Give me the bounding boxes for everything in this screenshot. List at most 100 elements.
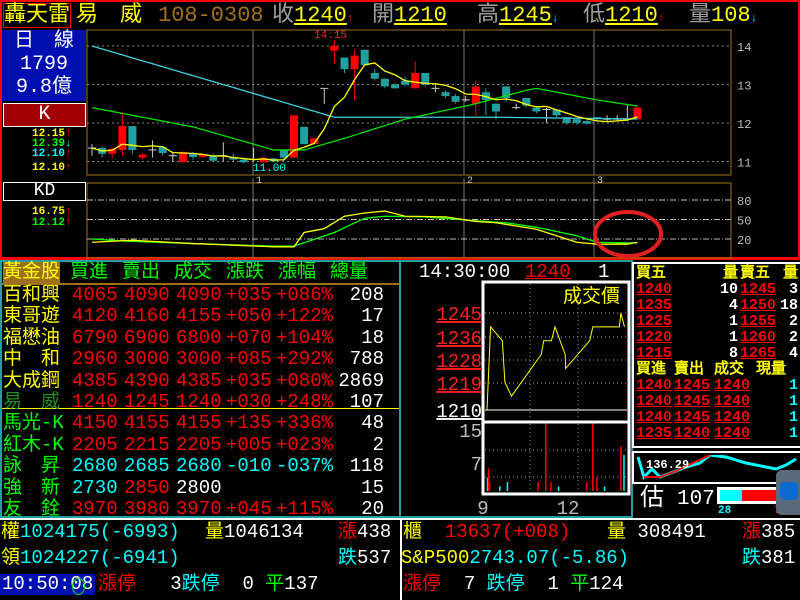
cell-last: 2800 [176, 476, 222, 499]
price-axis-label: 1236 [436, 328, 482, 350]
table-row[interactable]: 易 威 1240 1245 1240 +030 +248% 107 [0, 392, 400, 413]
mini-index-chart[interactable]: 136.29 [632, 451, 800, 484]
cell-chg: +030 [226, 391, 272, 413]
cell-ask: 6900 [124, 326, 170, 349]
clock: 10:50:08 [0, 573, 96, 595]
watchlist-panel [0, 260, 401, 518]
low-quote: 低1210↑ [583, 3, 665, 28]
candle-body [189, 153, 197, 157]
table-row[interactable]: 馬光-K 4150 4155 4155 +135 +336% 48 [0, 413, 400, 434]
remote-tool-icon[interactable] [776, 470, 800, 515]
trade-cell: 1245 [674, 393, 711, 410]
orderbook-header: 量 [782, 265, 798, 282]
column-header[interactable]: 買進 [70, 261, 109, 283]
table-row[interactable]: 詠 昇 2680 2685 2680 -010 -037% 118 [0, 456, 400, 477]
candle-body [360, 49, 369, 66]
cell-bid: 2730 [72, 476, 118, 499]
trade-cell: 1240 [674, 425, 711, 442]
stock-code[interactable]: 轟天雷 [3, 3, 72, 28]
k-button[interactable]: K [3, 103, 86, 127]
ask-qty: 2 [788, 313, 798, 330]
candle-body [441, 92, 450, 97]
cell-vol: 208 [349, 284, 384, 306]
candle-body [259, 157, 268, 163]
table-row[interactable]: 強 新 2730 2850 2800 15 [0, 476, 400, 499]
candle-body [108, 148, 117, 154]
cell-pct: -037% [276, 455, 334, 478]
footer-split [400, 520, 402, 600]
column-header[interactable]: 總量 [330, 261, 369, 283]
kd-button[interactable]: KD [3, 182, 86, 201]
cell-chg: +035 [226, 284, 272, 306]
estimate-label: 估 [640, 486, 664, 513]
cell-pct: +086% [276, 284, 334, 306]
price-tick-label: 14 [737, 41, 751, 55]
table-row[interactable]: 大成鋼 4385 4390 4385 +035 +080% 2869 [0, 369, 400, 392]
cell-ask: 3000 [124, 348, 170, 371]
cell-bid: 3970 [72, 498, 118, 520]
column-header[interactable]: 漲跌 [226, 261, 265, 283]
taiex-limit-stats: 漲停 3跌停 0 平137 [98, 573, 319, 595]
table-row[interactable]: 紅木-K 2205 2215 2205 +005 +023% 2 [0, 433, 400, 456]
trade-cell: 1245 [674, 377, 711, 394]
candle-body [350, 55, 359, 70]
volume-axis-label: 15 [459, 421, 482, 443]
d-value: 12.12↑ [32, 217, 72, 229]
group-divider [2, 408, 399, 409]
table-row[interactable]: 友 銓 3970 3980 3970 +045 +115% 20 [0, 499, 400, 520]
candle-body [330, 46, 339, 51]
column-header[interactable]: 黃金股 [3, 261, 61, 283]
taiex-advancers: 漲438 [338, 521, 392, 543]
price-tick-label: 12 [737, 118, 751, 132]
cell-name: 易 威 [3, 391, 61, 413]
orderbook-header: 賣五 [740, 265, 771, 282]
high-quote: 高1245↓ [477, 3, 559, 28]
column-header[interactable]: 成交 [174, 261, 213, 283]
candle-body [532, 107, 541, 112]
watchlist-header: 黃金股 買進 賣出 成交 漲跌 漲幅 總量 [0, 262, 400, 283]
kd-tick-label: 50 [737, 215, 751, 229]
cell-bid: 4120 [72, 305, 118, 328]
cell-last: 4385 [176, 369, 222, 392]
otc-decliners: 跌381 [742, 547, 796, 569]
period-label: 日 線 [14, 30, 74, 53]
ask-price: 1260 [740, 329, 777, 346]
bid-qty: 10 [719, 281, 738, 298]
candle-body [582, 121, 591, 124]
trade-cell: 1240 [636, 377, 673, 394]
ask-price: 1255 [740, 313, 777, 330]
table-row[interactable]: 百和興 4065 4090 4090 +035 +086% 208 [0, 285, 400, 306]
order-book: 買五量賣五量 1240 10 1245 3 1235 4 1250 18 1225 1 1255 2 12… [632, 262, 800, 448]
table-row[interactable]: 福懋油 6790 6900 6800 +070 +104% 18 [0, 326, 400, 349]
otc-volume: 量 308491 [607, 521, 706, 543]
table-row[interactable]: 東哥遊 4120 4160 4155 +050 +122% 17 [0, 306, 400, 327]
trade-cell: 1235 [636, 425, 673, 442]
column-header[interactable]: 賣出 [122, 261, 161, 283]
candle-body [391, 84, 399, 89]
intraday-title: 成交價 [563, 286, 621, 308]
ask-price: 1265 [740, 345, 777, 362]
cell-vol: 15 [361, 476, 384, 499]
cell-vol: 48 [361, 412, 384, 435]
cell-chg: +035 [226, 369, 272, 392]
price-axis-label: 1210 [436, 401, 482, 423]
candle-body [290, 115, 298, 158]
cell-bid: 2960 [72, 348, 118, 371]
cell-name: 紅木-K [3, 433, 64, 456]
cell-name: 中 和 [3, 348, 61, 371]
low-price-label: 11.00 [253, 163, 286, 175]
intraday-price: 1240 [525, 261, 571, 283]
ma-long-line [91, 45, 638, 120]
table-row[interactable]: 中 和 2960 3000 3000 +085 +292% 788 [0, 349, 400, 370]
k-line [91, 210, 638, 248]
candle-body [209, 155, 218, 161]
ask-qty: 3 [788, 281, 798, 298]
period-box[interactable]: 日 線 1799 9.8億 [2, 30, 86, 101]
cell-last: 1240 [176, 391, 222, 413]
column-header[interactable]: 漲幅 [278, 261, 317, 283]
ask-price: 1245 [740, 281, 777, 298]
estimate-volume: 107 [677, 488, 715, 511]
price-tick-label: 13 [737, 80, 751, 94]
